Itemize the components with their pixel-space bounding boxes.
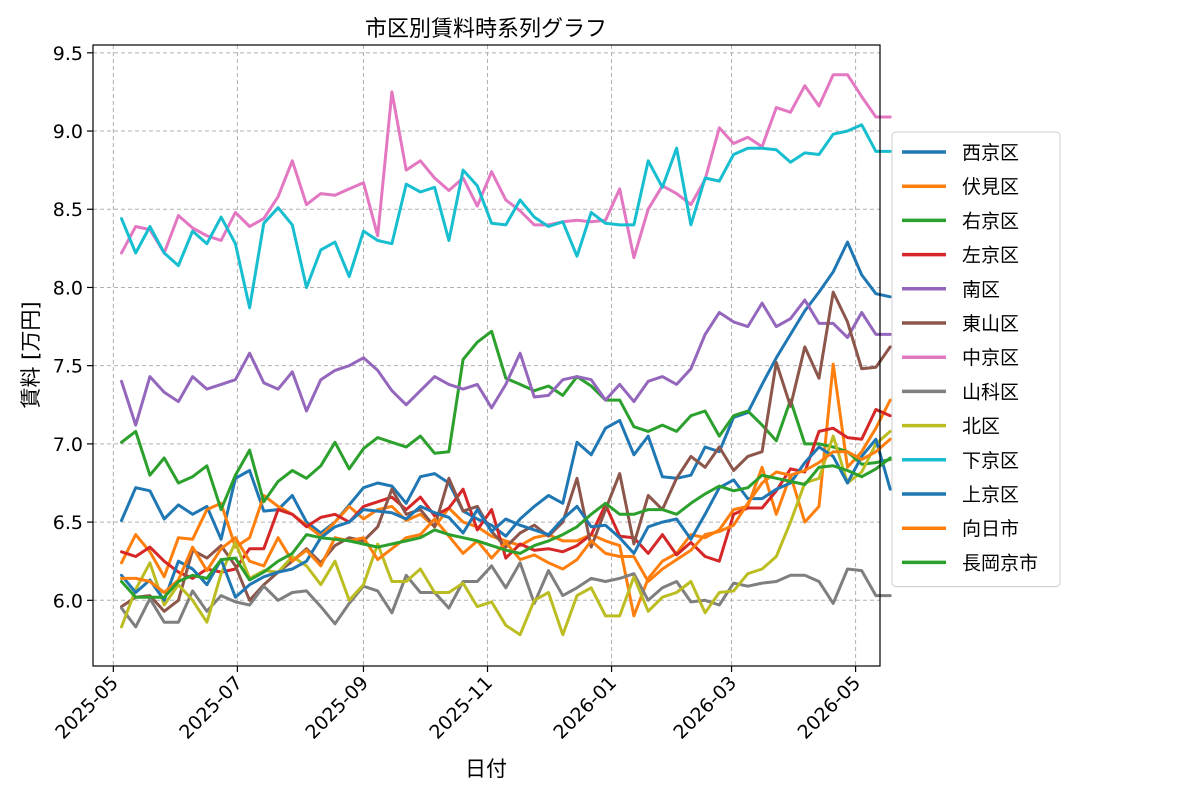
legend-label: 東山区	[962, 313, 1019, 335]
y-tick-label: 7.5	[53, 356, 83, 378]
x-axis-label: 日付	[465, 757, 507, 781]
series-lines	[120, 73, 892, 637]
legend-label: 上京区	[962, 484, 1019, 506]
legend-label: 右京区	[962, 210, 1019, 232]
chart-title: 市区別賃料時系列グラフ	[365, 17, 607, 42]
series-line-7	[120, 561, 892, 629]
y-tick-label: 9.5	[53, 43, 83, 65]
legend-label: 西京区	[962, 142, 1019, 164]
legend-label: 向日市	[962, 518, 1019, 540]
legend-label: 北区	[962, 416, 1000, 438]
y-axis: 6.0 6.5 7.0 7.5 8.0 8.5 9.0 9.5	[53, 43, 93, 612]
y-tick-label: 8.5	[53, 199, 83, 221]
series-line-9	[120, 123, 892, 310]
y-tick-label: 6.5	[53, 512, 83, 534]
legend-box	[891, 131, 1061, 588]
y-axis-label: 賃料 [万円]	[19, 301, 43, 408]
legend-label: 山科区	[962, 381, 1019, 403]
series-line-10	[120, 437, 892, 602]
legend-label: 長岡京市	[962, 552, 1038, 574]
series-line-5	[120, 290, 892, 613]
series-line-2	[120, 329, 892, 512]
legend-label: 南区	[962, 279, 1000, 301]
series-line-12	[120, 456, 892, 599]
series-line-1	[120, 362, 892, 618]
y-tick-label: 8.0	[53, 277, 83, 299]
series-line-0	[120, 240, 892, 541]
legend-label: 中京区	[962, 347, 1019, 369]
plot-frame	[92, 44, 881, 667]
legend-label: 下京区	[962, 450, 1019, 472]
series-line-3	[120, 408, 892, 580]
y-tick-label: 7.0	[53, 434, 83, 456]
series-line-4	[120, 298, 892, 427]
series-line-11	[120, 437, 892, 594]
legend-label: 伏見区	[962, 176, 1019, 198]
y-tick-label: 9.0	[53, 121, 83, 143]
y-tick-label: 6.0	[53, 590, 83, 612]
legend-label: 左京区	[962, 245, 1019, 267]
